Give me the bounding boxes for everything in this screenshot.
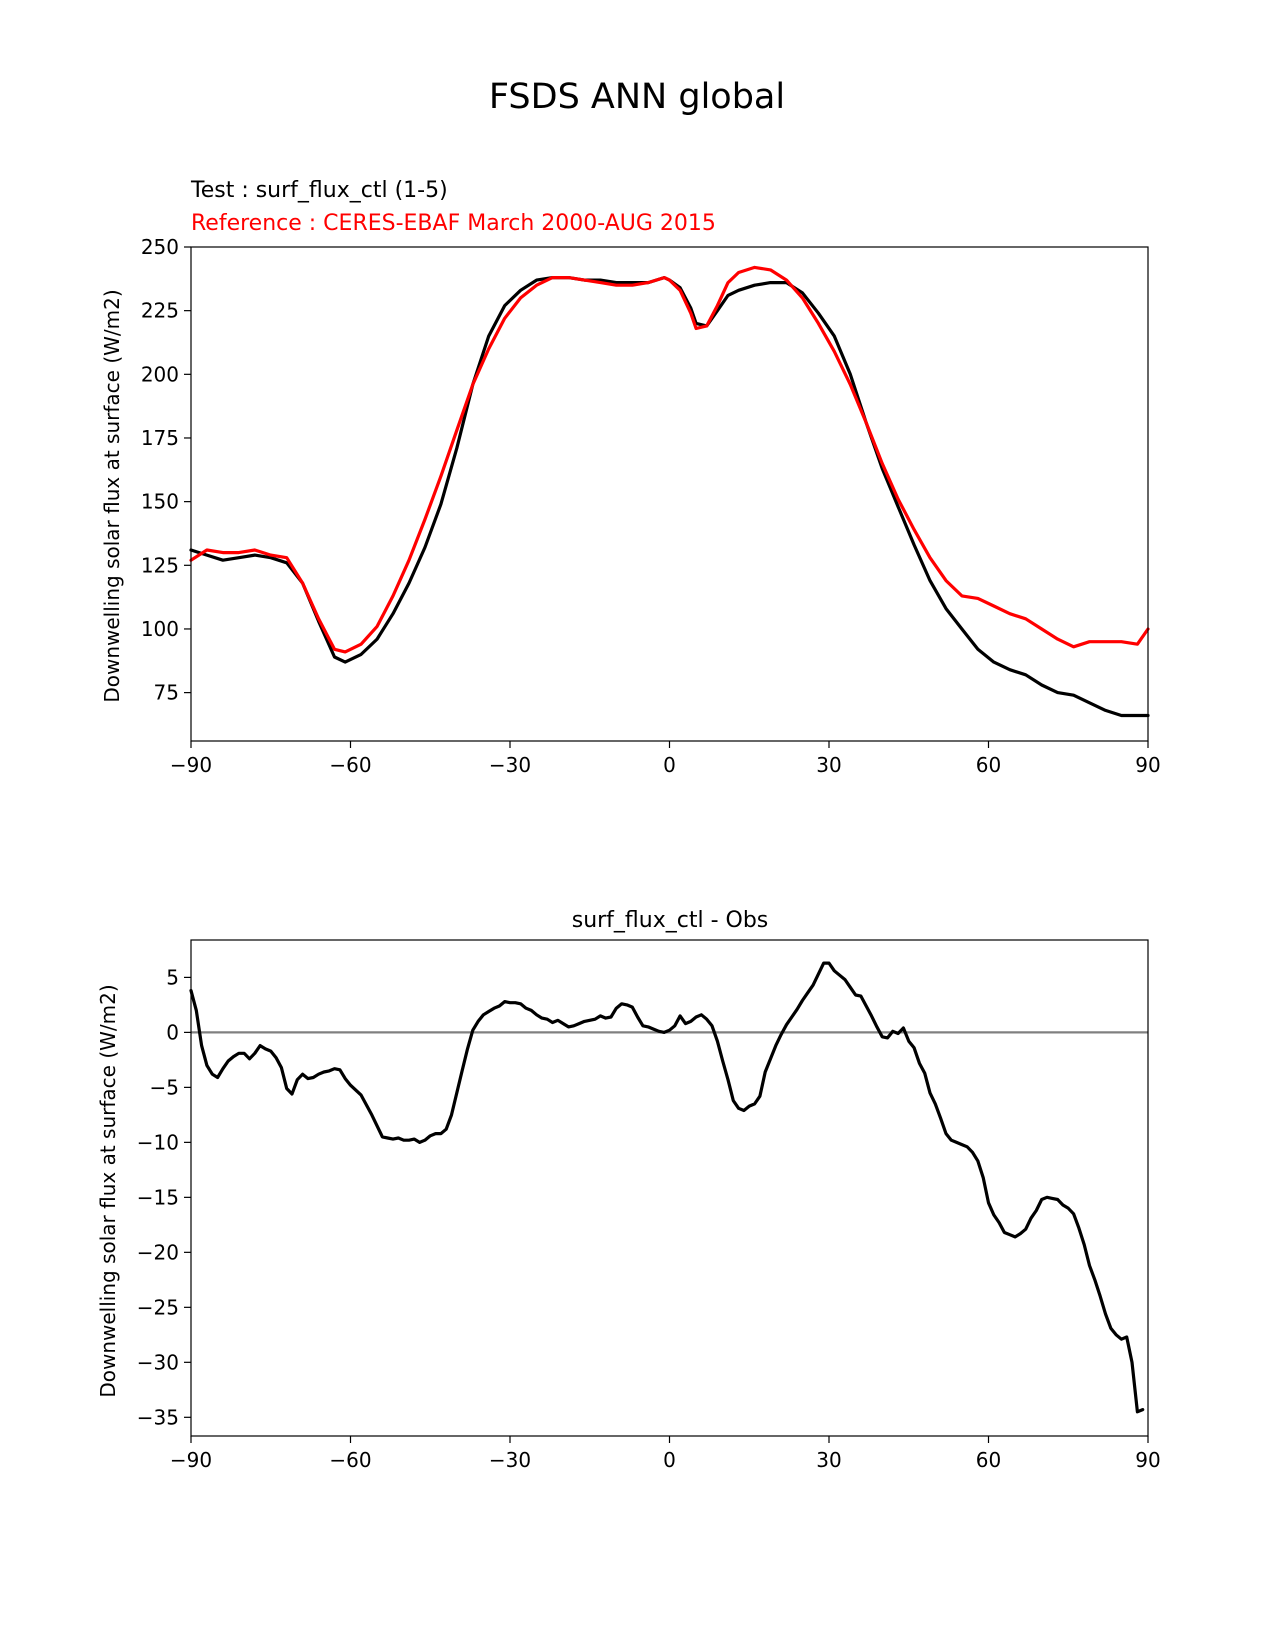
top-x-tick-label: −60 [329,753,371,777]
top-test-line [189,276,1150,718]
top-reference-line [189,265,1150,654]
bottom-x-tick-label: −30 [489,1448,531,1472]
top-y-tick-label: 75 [154,681,179,705]
test-label: Test : surf_flux_ctl (1-5) [190,178,448,203]
top-x-tick-label: 90 [1135,753,1160,777]
top-x-tick-label: −30 [489,753,531,777]
top-ticks-group: −90 −60 −30 0 30 60 90 75 100 125 150 175 200 225 250 [141,235,1161,777]
bottom-ticks-group: −90 −60 −30 0 30 60 90 5 0 −5 −10 −15 −20 −25 −30 −35 [137,965,1161,1472]
bottom-x-tick-label: −90 [170,1448,212,1472]
top-y-tick-label: 100 [141,617,179,641]
bottom-y-tick-label: −10 [137,1130,179,1154]
bottom-x-tick-label: −60 [329,1448,371,1472]
reference-label: Reference : CERES-EBAF March 2000-AUG 20… [191,211,716,236]
bottom-y-tick-label: −30 [137,1350,179,1374]
top-y-tick-label: 225 [141,299,179,323]
top-x-tick-label: 60 [976,753,1001,777]
bottom-y-tick-label: 0 [166,1020,179,1044]
top-y-tick-label: 175 [141,426,179,450]
bottom-panel-title: surf_flux_ctl - Obs [572,908,769,933]
top-x-tick-label: −90 [170,753,212,777]
bottom-x-tick-label: 60 [976,1448,1001,1472]
bottom-y-tick-label: −35 [137,1405,179,1429]
top-x-tick-label: 0 [663,753,676,777]
top-y-tick-label: 150 [141,490,179,514]
top-y-tick-label: 200 [141,362,179,386]
top-plot-frame [190,246,1149,742]
top-series-group [189,265,1150,718]
top-x-tick-label: 30 [816,753,841,777]
bottom-y-tick-label: 5 [166,965,179,989]
bottom-test-line [189,961,1145,1414]
figure-title: FSDS ANN global [489,77,785,117]
bottom-y-tick-label: −25 [137,1295,179,1319]
bottom-y-axis-label: Downwelling solar flux at surface (W/m2) [96,984,120,1397]
top-y-tick-label: 125 [141,553,179,577]
bottom-y-tick-label: −15 [137,1185,179,1209]
bottom-x-tick-label: 90 [1135,1448,1160,1472]
bottom-plot-frame [190,939,1149,1437]
bottom-x-tick-label: 30 [816,1448,841,1472]
top-y-axis-label: Downwelling solar flux at surface (W/m2) [100,289,124,702]
bottom-y-tick-label: −20 [137,1240,179,1264]
top-y-tick-label: 250 [141,235,179,259]
bottom-x-tick-label: 0 [663,1448,676,1472]
panel-difference: surf_flux_ctl - Obs Downwelling solar fl… [96,908,1161,1472]
bottom-y-tick-label: −5 [150,1075,179,1099]
bottom-series-group [189,961,1148,1414]
panel-test-vs-reference: Test : surf_flux_ctl (1-5) Reference : C… [100,178,1161,777]
